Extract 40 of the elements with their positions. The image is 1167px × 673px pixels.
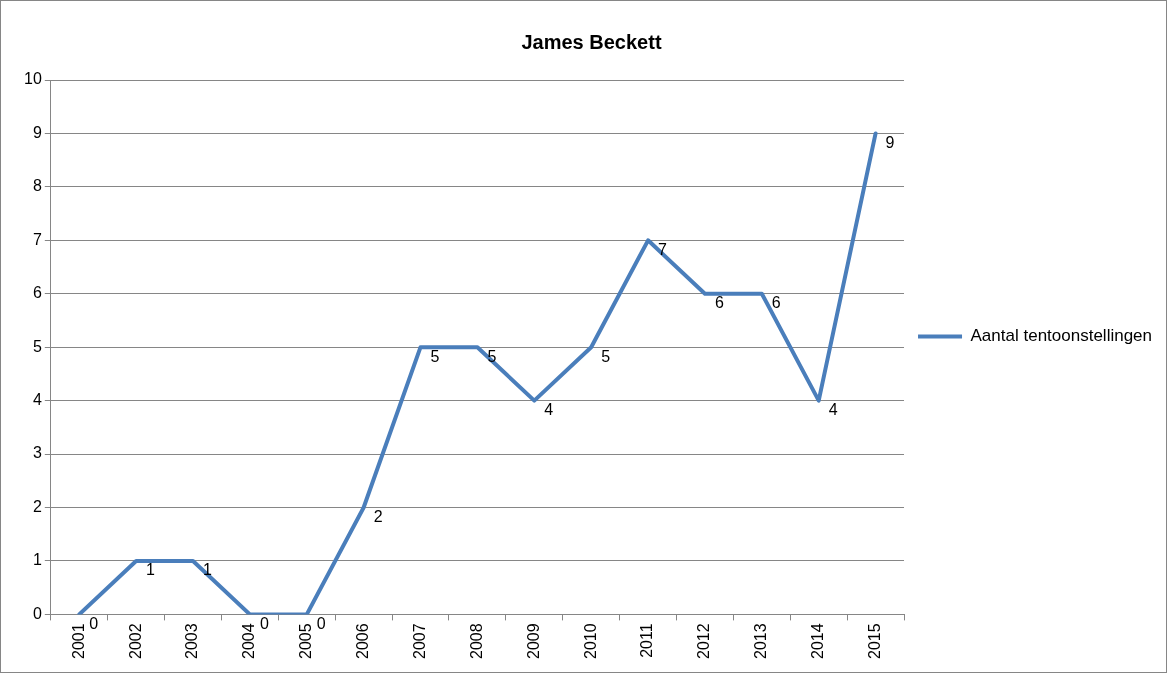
- data-label: 4: [828, 401, 838, 419]
- data-label: 5: [430, 347, 440, 365]
- data-label: 0: [259, 614, 269, 632]
- x-tick-label: 2014: [809, 623, 827, 659]
- x-tick-label: 2008: [467, 623, 485, 659]
- x-tick-label: 2006: [354, 623, 372, 659]
- x-tick-label: 2007: [410, 623, 428, 659]
- data-label: 0: [89, 614, 99, 632]
- x-tick-label: 2003: [183, 623, 201, 659]
- y-tick-label: 7: [32, 230, 42, 248]
- x-tick-label: 2011: [638, 623, 656, 658]
- x-tick-label: 2005: [297, 623, 315, 659]
- x-tick-label: 2010: [581, 623, 599, 659]
- y-tick-label: 0: [32, 604, 42, 622]
- y-tick-label: 3: [32, 444, 42, 462]
- x-tick-label: 2004: [240, 623, 258, 659]
- data-label: 0: [316, 614, 326, 632]
- x-tick-label: 2009: [524, 623, 542, 659]
- y-tick-label: 8: [32, 177, 42, 195]
- x-tick-label: 2002: [126, 623, 144, 659]
- data-label: 6: [714, 294, 724, 312]
- data-label: 6: [771, 294, 781, 312]
- data-label: 2: [373, 507, 383, 525]
- chart-title: James Beckett: [521, 30, 662, 53]
- x-tick-label: 2015: [865, 623, 883, 659]
- data-label: 1: [146, 561, 156, 579]
- x-tick-label: 2001: [69, 623, 87, 659]
- x-tick-label: 2013: [752, 623, 770, 659]
- y-tick-label: 1: [32, 551, 42, 569]
- y-tick-label: 5: [32, 337, 42, 355]
- y-tick-label: 2: [32, 497, 42, 515]
- y-tick-label: 6: [32, 284, 42, 302]
- y-tick-label: 4: [32, 391, 42, 409]
- data-label: 4: [544, 401, 554, 419]
- y-tick-label: 9: [32, 123, 42, 141]
- x-tick-label: 2012: [695, 623, 713, 659]
- data-label: 5: [601, 347, 611, 365]
- data-label: 9: [885, 133, 895, 151]
- y-tick-label: 10: [24, 70, 42, 88]
- legend-label: Aantal tentoonstellingen: [970, 326, 1153, 346]
